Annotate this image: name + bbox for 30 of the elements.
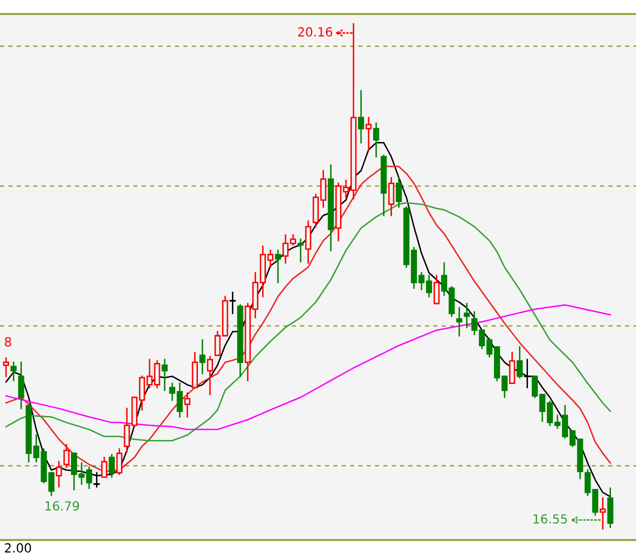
annotation: 16.79 [45,501,80,511]
candlestick [607,488,614,528]
candlestick [184,392,190,418]
candlestick [388,176,394,216]
candlestick [229,292,236,314]
candlestick [456,307,462,336]
candlestick [108,454,115,478]
candlestick [56,460,62,488]
candlestick [396,176,402,208]
candlestick [464,302,470,328]
candlestick [524,358,530,388]
candlestick [373,122,380,158]
candlestick [116,448,122,475]
annotation: 20.16 [298,27,332,37]
candlestick [94,472,100,488]
text: 2.00 [4,543,31,553]
candlestick [199,339,206,374]
candlestick [516,346,523,378]
candlestick [10,362,17,382]
candlestick [18,362,24,410]
candlestick [162,358,168,392]
annotation: 16.55 [534,514,567,524]
candlestick [328,164,334,252]
candlestick [298,238,304,262]
candlestick [380,154,387,216]
candlestick [358,90,364,144]
candlestick [600,497,606,530]
candlestick [366,116,372,150]
candlestick [305,220,312,264]
annotation: 8 [4,337,12,347]
